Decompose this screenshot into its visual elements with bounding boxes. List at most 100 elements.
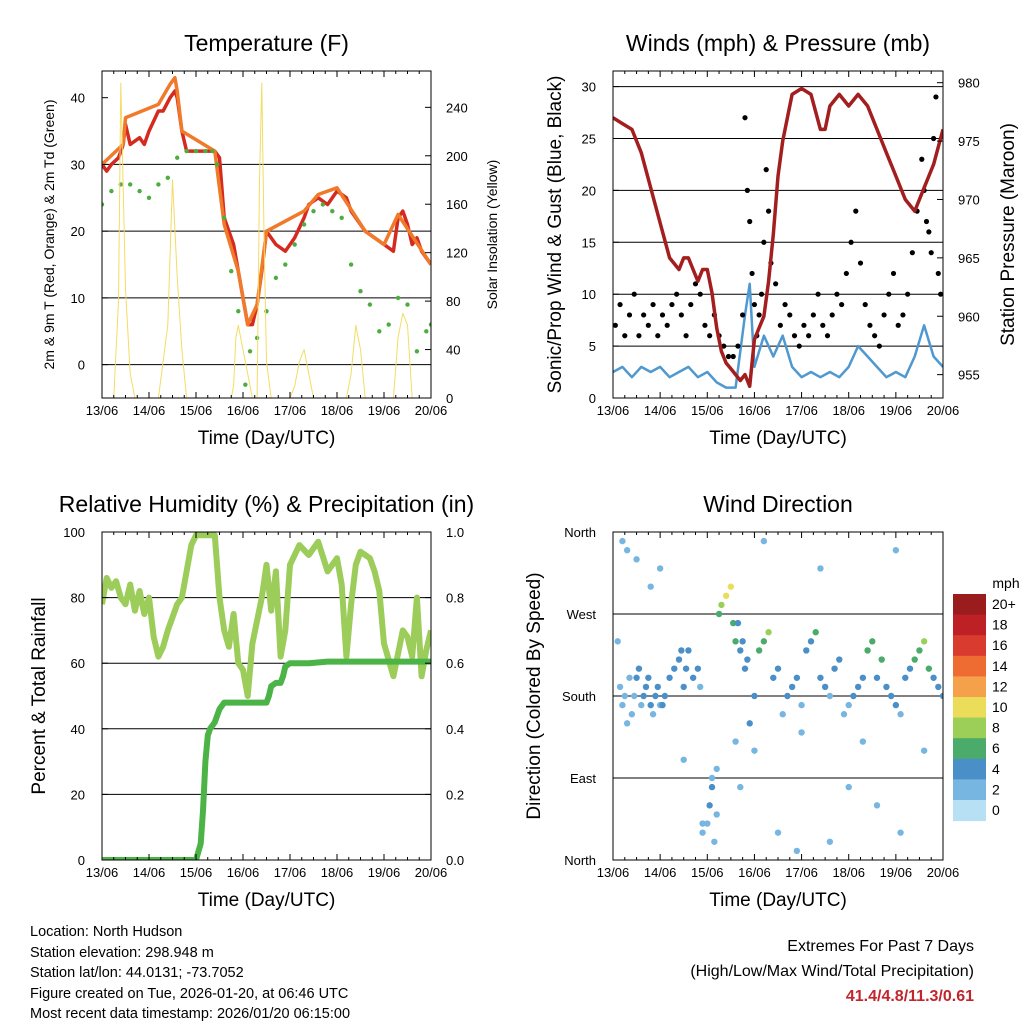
direction-point: [793, 847, 801, 855]
colorbar-label: 8: [992, 720, 1000, 736]
dewpoint-point: [358, 289, 363, 294]
chart-temperature: 13/06 14/06 15/06 16/06 17/06 18/06 19/06 20/06…: [41, 30, 500, 449]
gust-point: [631, 291, 637, 297]
direction-point: [682, 665, 690, 672]
colorbar-label: 20+: [992, 596, 1016, 612]
x-tick-label: 18/06: [832, 403, 865, 418]
direction-point: [737, 647, 744, 654]
gust-point: [721, 343, 727, 349]
y2-tick-label: 240: [446, 100, 468, 115]
direction-point: [826, 838, 834, 845]
direction-point: [770, 674, 777, 681]
y2-tick-label: 0: [446, 391, 453, 406]
gust-point: [756, 312, 762, 318]
direction-point: [845, 783, 852, 791]
dewpoint-point: [109, 188, 114, 194]
dewpoint-point: [292, 242, 297, 247]
chart-humidity: 13/06 14/06 15/06 16/06 17/06 18/06 19/06 20/06…: [29, 491, 474, 911]
y-tick-label: 10: [71, 291, 85, 306]
9m-t-line: [102, 75, 431, 327]
direction-point: [788, 683, 796, 691]
gust-point: [923, 218, 930, 225]
dewpoint-point: [414, 349, 420, 354]
direction-point: [659, 701, 666, 709]
y-tick-label: 0: [78, 853, 85, 868]
gust-point: [905, 291, 911, 297]
gust-point: [747, 218, 753, 225]
direction-point: [666, 674, 673, 681]
colorbar-label: 18: [992, 617, 1008, 633]
direction-point: [722, 592, 730, 599]
direction-point: [640, 692, 647, 700]
y-tick-label: 30: [71, 157, 85, 172]
colorbar-label: 16: [992, 637, 1008, 653]
direction-point: [873, 802, 881, 809]
y-tick-label: 60: [71, 656, 85, 671]
direction-point: [689, 674, 697, 681]
2m-t-line: [102, 89, 431, 327]
gust-point: [735, 343, 741, 349]
direction-point: [869, 638, 876, 645]
gust-point: [815, 291, 821, 297]
colorbar-swatch: [953, 676, 986, 698]
y-tick-label: 15: [582, 235, 596, 250]
elevation-text: Station elevation: 298.948 m: [30, 944, 214, 961]
x-tick-label: 16/06: [738, 865, 771, 880]
x-tick-label: 16/06: [227, 865, 260, 880]
gust-point: [669, 301, 675, 308]
y2-tick-label: 960: [958, 309, 980, 324]
x-tick-label: 14/06: [644, 403, 677, 418]
x-tick-label: 19/06: [368, 865, 401, 880]
direction-point: [647, 701, 654, 709]
direction-point: [694, 665, 702, 672]
gust-point: [928, 250, 934, 256]
gust-point: [645, 322, 651, 328]
colorbar-swatch: [953, 758, 986, 780]
colorbar-label: 4: [992, 761, 1000, 777]
colorbar-label: 14: [992, 658, 1008, 674]
colorbar-swatch: [953, 697, 986, 719]
direction-point: [774, 665, 782, 672]
y-tick-label: 40: [71, 91, 85, 106]
gust-point: [622, 333, 628, 339]
direction-point: [704, 820, 711, 827]
gust-point: [900, 312, 906, 318]
direction-point: [760, 638, 768, 645]
direction-point: [821, 683, 829, 691]
y2-tick-label: 1.0: [446, 525, 464, 540]
gust-point: [926, 229, 932, 235]
gust-point: [824, 333, 831, 339]
y2-tick-label: 120: [446, 246, 468, 261]
direction-point: [623, 547, 631, 554]
dewpoint-point: [311, 208, 316, 214]
direction-point: [727, 583, 735, 590]
dewpoint-point: [128, 182, 133, 187]
direction-point: [779, 711, 786, 718]
dewpoint-point: [214, 162, 220, 167]
x-tick-label: 20/06: [927, 865, 960, 880]
dewpoint-point: [424, 329, 429, 334]
direction-point: [840, 711, 848, 718]
x-tick-label: 16/06: [738, 403, 771, 418]
y2-tick-label: 160: [446, 197, 468, 212]
gust-point: [763, 167, 769, 173]
y2-tick-label: 0.8: [446, 591, 464, 606]
y-tick-label: 5: [589, 339, 596, 354]
direction-point: [647, 583, 654, 590]
direction-point: [645, 674, 652, 681]
x-tick-label: 17/06: [785, 865, 818, 880]
y2-tick-label: 40: [446, 343, 460, 358]
dewpoint-point: [156, 182, 161, 187]
direction-point: [633, 556, 640, 563]
chart-title: Relative Humidity (%) & Precipitation (i…: [59, 491, 474, 517]
y-axis-label: Direction (Colored By Speed): [524, 572, 545, 819]
direction-point: [920, 747, 928, 754]
gust-point: [848, 239, 854, 245]
y-tick-label: 30: [582, 80, 596, 95]
dewpoint-point: [377, 329, 382, 334]
gust-point: [650, 301, 656, 308]
y2-tick-label: 975: [958, 134, 980, 149]
y-axis-label: Sonic/Prop Wind & Gust (Blue, Black): [545, 76, 566, 394]
x-tick-label: 20/06: [415, 865, 448, 880]
y-tick-label: North: [564, 853, 596, 868]
